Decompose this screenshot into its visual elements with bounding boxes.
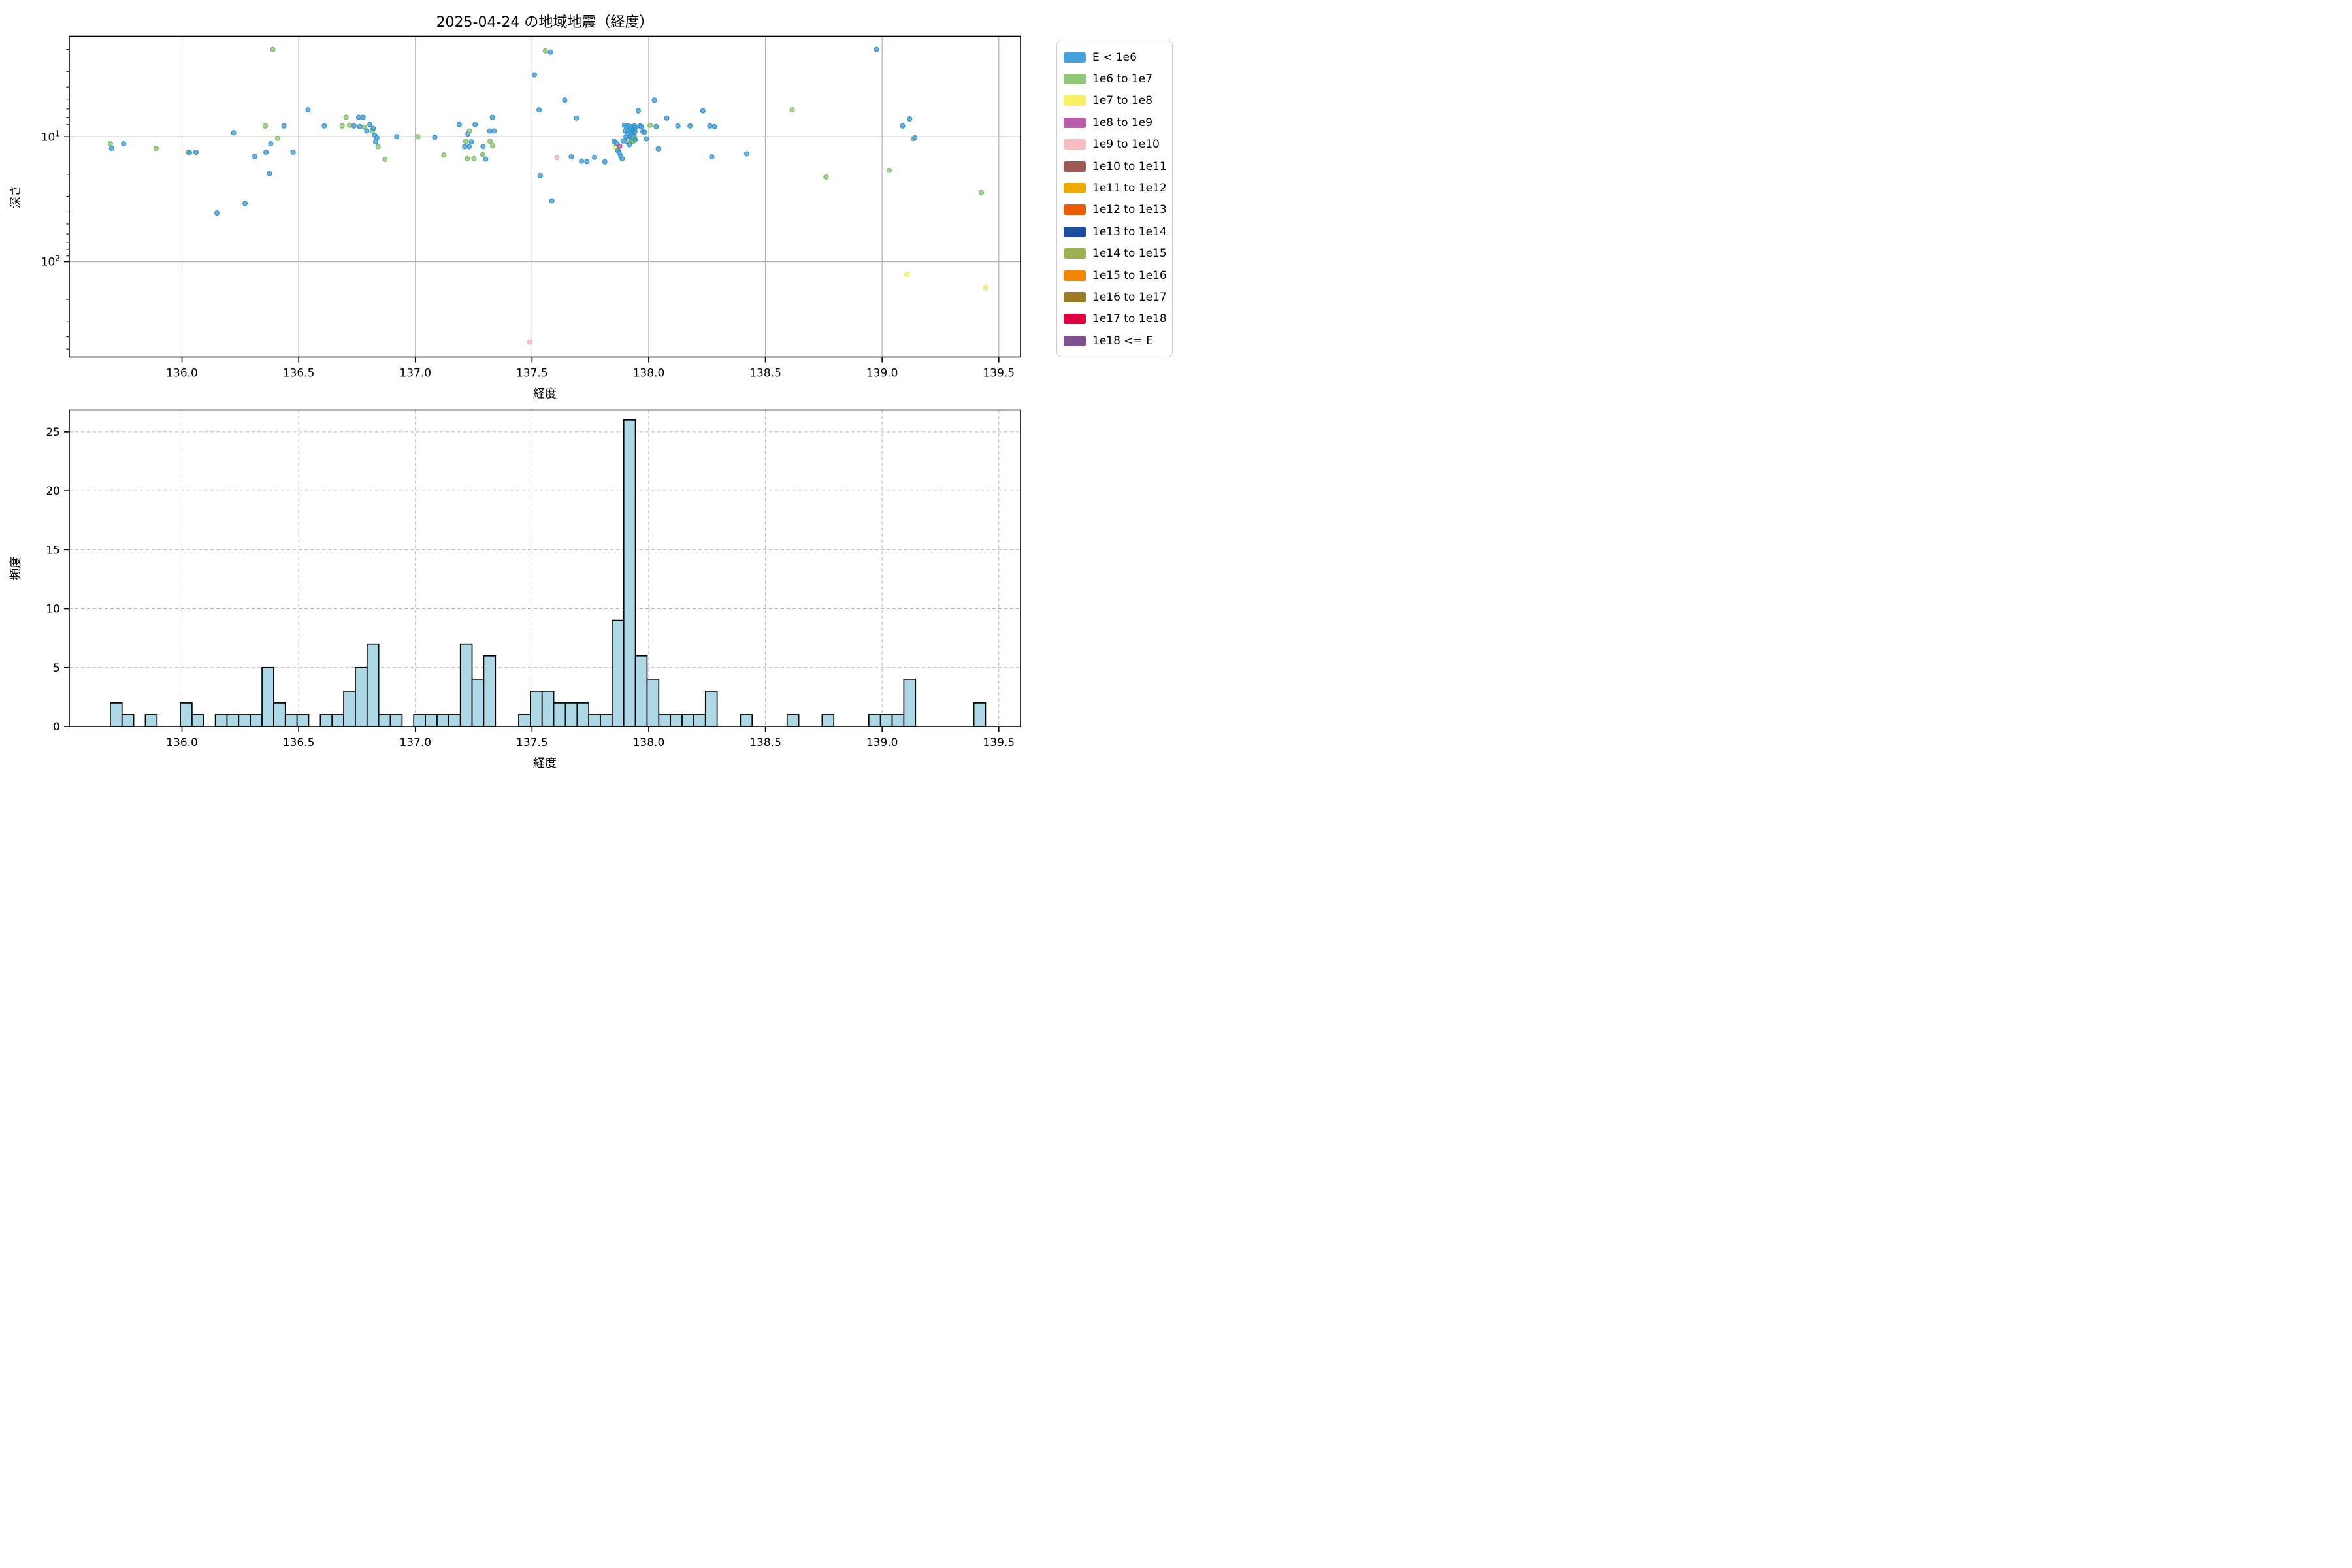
legend-swatch-icon xyxy=(1064,226,1086,237)
legend-label: 1e8 to 1e9 xyxy=(1092,116,1153,129)
svg-text:138.5: 138.5 xyxy=(749,736,781,749)
legend-item: 1e6 to 1e7 xyxy=(1064,68,1166,90)
plot-borders xyxy=(69,35,1021,727)
legend-label: 1e14 to 1e15 xyxy=(1092,247,1167,261)
svg-text:136.0: 136.0 xyxy=(166,367,198,380)
legend-label: 1e13 to 1e14 xyxy=(1092,225,1167,238)
legend-item: 1e18 <= E xyxy=(1064,330,1166,351)
axis-titles: 深さ 経度 頻度 経度 xyxy=(9,185,557,770)
legend-swatch-icon xyxy=(1064,117,1086,128)
legend-label: 1e12 to 1e13 xyxy=(1092,203,1167,217)
energy-legend: E < 1e6 1e6 to 1e7 1e7 to 1e8 1e8 to 1e9 1e9… xyxy=(1056,41,1173,358)
svg-text:25: 25 xyxy=(46,426,60,439)
legend-item: E < 1e6 xyxy=(1064,46,1166,68)
histogram-ylabel: 頻度 xyxy=(9,557,23,580)
figure: 2025-04-24 の地域地震（経度） 136.0 136.5 137.0 137.… xyxy=(0,0,1176,784)
legend-label: 1e9 to 1e10 xyxy=(1092,138,1160,152)
legend-swatch-icon xyxy=(1064,204,1086,216)
svg-text:101: 101 xyxy=(41,129,60,144)
scatter-gridlines xyxy=(69,36,1021,357)
legend-item: 1e9 to 1e10 xyxy=(1064,134,1166,155)
legend-swatch-icon xyxy=(1064,95,1086,106)
scatter-points xyxy=(107,46,988,345)
legend-swatch-icon xyxy=(1064,52,1086,63)
legend-label: 1e10 to 1e11 xyxy=(1092,159,1167,173)
legend-item: 1e11 to 1e12 xyxy=(1064,177,1167,199)
svg-text:102: 102 xyxy=(41,254,60,269)
legend-swatch-icon xyxy=(1064,335,1086,346)
axis-tick-labels: 136.0 136.5 137.0 137.5 138.0 138.5 139.0 139.5… xyxy=(41,129,1015,749)
legend-label: 1e11 to 1e12 xyxy=(1092,182,1167,195)
legend-item: 1e12 to 1e13 xyxy=(1064,199,1167,221)
legend-label: 1e15 to 1e16 xyxy=(1092,269,1167,282)
histogram-xlabel: 経度 xyxy=(533,757,557,770)
svg-text:139.0: 139.0 xyxy=(866,367,898,380)
legend-swatch-icon xyxy=(1064,291,1086,302)
svg-text:5: 5 xyxy=(53,662,60,675)
svg-text:136.5: 136.5 xyxy=(283,367,315,380)
legend-item: 1e15 to 1e16 xyxy=(1064,265,1167,286)
legend-swatch-icon xyxy=(1064,183,1086,194)
scatter-xlabel: 経度 xyxy=(533,387,557,401)
svg-text:136.0: 136.0 xyxy=(166,736,198,749)
svg-text:0: 0 xyxy=(53,721,60,734)
svg-text:138.0: 138.0 xyxy=(633,736,665,749)
svg-text:137.5: 137.5 xyxy=(516,736,548,749)
legend-item: 1e16 to 1e17 xyxy=(1064,286,1167,308)
scatter-ylabel: 深さ xyxy=(9,185,23,208)
svg-text:139.5: 139.5 xyxy=(983,736,1015,749)
legend-swatch-icon xyxy=(1064,161,1086,172)
legend-label: 1e7 to 1e8 xyxy=(1092,94,1153,108)
histogram-bars xyxy=(110,419,987,727)
histogram-gridlines xyxy=(69,410,1021,727)
axis-ticks xyxy=(64,49,1000,732)
legend-label: 1e16 to 1e17 xyxy=(1092,290,1167,304)
legend-item: 1e13 to 1e14 xyxy=(1064,221,1167,242)
svg-text:136.5: 136.5 xyxy=(283,736,315,749)
legend-swatch-icon xyxy=(1064,74,1086,85)
legend-item: 1e7 to 1e8 xyxy=(1064,90,1166,112)
svg-text:20: 20 xyxy=(46,485,60,498)
legend-item: 1e14 to 1e15 xyxy=(1064,243,1167,265)
svg-text:138.0: 138.0 xyxy=(633,367,665,380)
svg-text:137.0: 137.0 xyxy=(399,736,431,749)
svg-text:139.5: 139.5 xyxy=(983,367,1015,380)
legend-swatch-icon xyxy=(1064,270,1086,281)
legend-item: 1e17 to 1e18 xyxy=(1064,308,1167,330)
svg-text:138.5: 138.5 xyxy=(749,367,781,380)
legend-label: 1e17 to 1e18 xyxy=(1092,312,1167,326)
legend-swatch-icon xyxy=(1064,139,1086,150)
legend-label: 1e6 to 1e7 xyxy=(1092,73,1153,86)
legend-item: 1e10 to 1e11 xyxy=(1064,155,1167,177)
legend-label: 1e18 <= E xyxy=(1092,334,1153,348)
legend-item: 1e8 to 1e9 xyxy=(1064,112,1166,133)
legend-label: E < 1e6 xyxy=(1092,50,1137,64)
svg-text:137.5: 137.5 xyxy=(516,367,548,380)
svg-text:10: 10 xyxy=(46,603,60,616)
svg-text:15: 15 xyxy=(46,544,60,557)
svg-text:137.0: 137.0 xyxy=(399,367,431,380)
legend-swatch-icon xyxy=(1064,314,1086,325)
figure-title: 2025-04-24 の地域地震（経度） xyxy=(436,14,654,31)
charts-canvas: 136.0 136.5 137.0 137.5 138.0 138.5 139.0 139.5… xyxy=(9,35,1021,770)
svg-text:139.0: 139.0 xyxy=(866,736,898,749)
legend-swatch-icon xyxy=(1064,248,1086,259)
